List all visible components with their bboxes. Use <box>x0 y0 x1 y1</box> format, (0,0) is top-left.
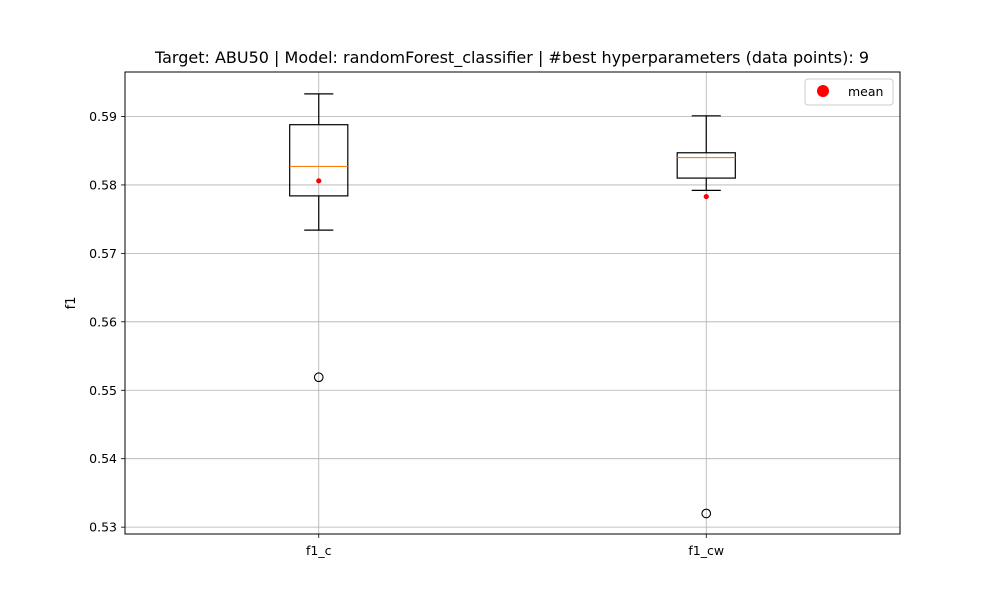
y-tick-label: 0.56 <box>89 314 117 329</box>
legend-marker-mean <box>817 85 829 97</box>
y-tick-label: 0.53 <box>89 520 117 535</box>
outlier-point <box>701 508 712 519</box>
x-tick-label: f1_cw <box>688 543 724 558</box>
box-series <box>289 93 736 519</box>
y-tick-label: 0.54 <box>89 451 117 466</box>
mean-marker <box>316 178 322 184</box>
plot-area-frame <box>124 71 901 535</box>
x-tick-label: f1_c <box>306 543 332 558</box>
legend-box <box>804 78 894 106</box>
box-f1_c <box>289 93 349 383</box>
y-tick-label: 0.59 <box>89 109 117 124</box>
y-tick-label: 0.58 <box>89 177 117 192</box>
grid-lines <box>125 72 900 534</box>
box-iqr <box>289 124 349 197</box>
y-axis-label: f1 <box>64 297 79 310</box>
legend-label-mean: mean <box>848 84 883 99</box>
legend: mean <box>804 78 894 106</box>
box-f1_cw <box>676 115 736 519</box>
mean-marker <box>703 193 709 200</box>
outlier-point <box>313 372 324 383</box>
y-tick-label: 0.55 <box>89 383 117 398</box>
axis-ticks: 0.53 0.54 0.55 0.56 0.57 0.58 0.59 f1_c f1_cw <box>89 109 724 558</box>
chart-title: Target: ABU50 | Model: randomForest_clas… <box>154 48 869 68</box>
y-tick-label: 0.57 <box>89 246 117 261</box>
box-iqr <box>676 152 736 179</box>
